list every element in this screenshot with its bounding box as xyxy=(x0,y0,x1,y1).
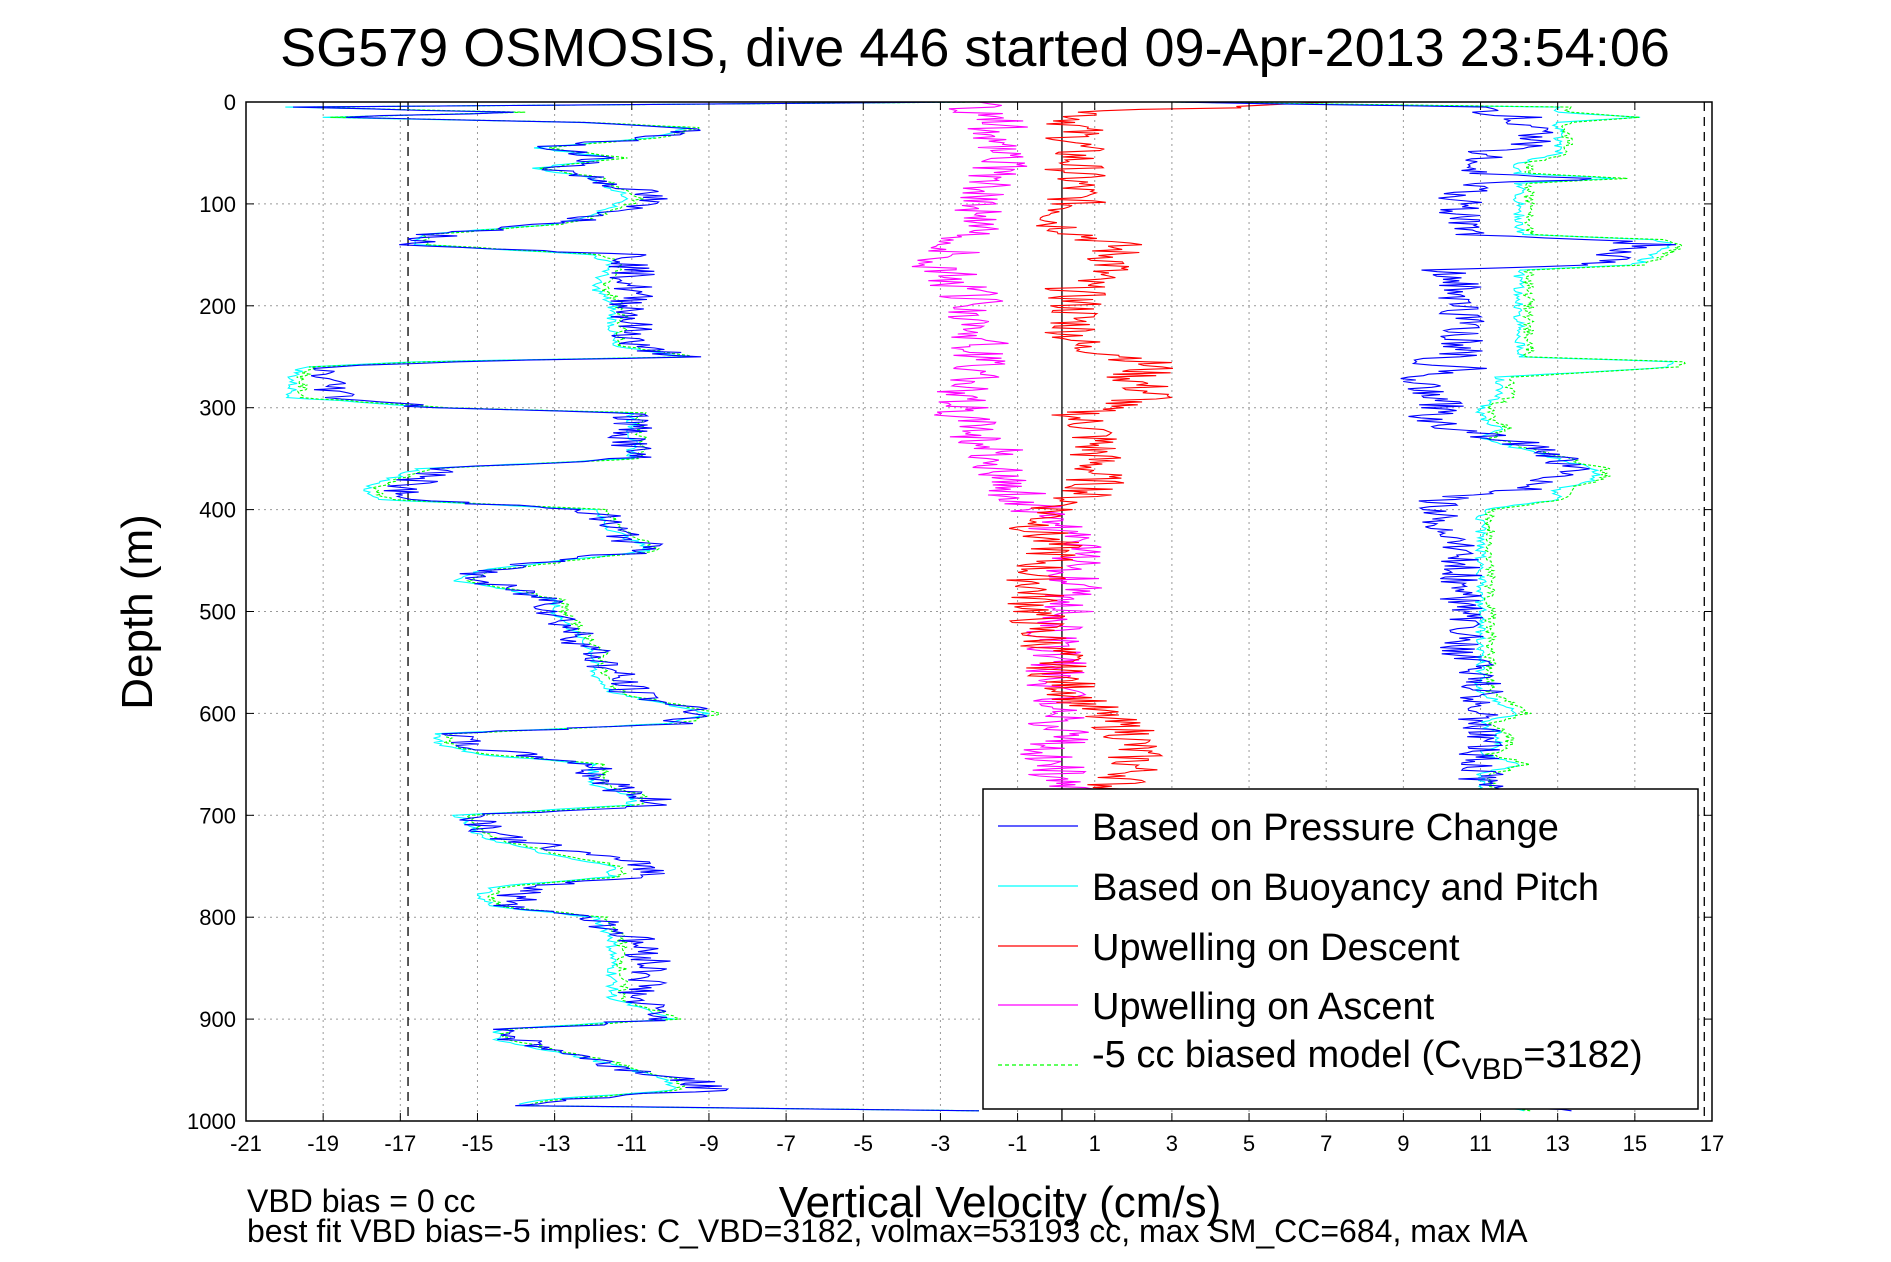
legend-label-pressure: Based on Pressure Change xyxy=(1092,807,1559,849)
legend-label-upwelling-descent: Upwelling on Descent xyxy=(1092,927,1460,969)
x-tick-label: 7 xyxy=(1320,1131,1332,1156)
y-tick-label: 400 xyxy=(199,498,236,523)
footnote-vbd-bias: VBD bias = 0 cc xyxy=(247,1183,476,1219)
footnote-best-fit: best fit VBD bias=-5 implies: C_VBD=3182… xyxy=(247,1213,1528,1249)
legend-biased-subscript: VBD xyxy=(1462,1053,1524,1086)
legend-label-upwelling-ascent: Upwelling on Ascent xyxy=(1092,986,1435,1028)
x-axis-ticks: -21 -19 -17 -15 -13 -11 -9 -7 -5 -3 -1 1 3 5 7 9 11 13 15 1… xyxy=(230,102,1724,1156)
series-line-pressure_descent xyxy=(292,101,980,1112)
x-tick-label: 9 xyxy=(1397,1131,1409,1156)
x-tick-label: -11 xyxy=(617,1131,647,1156)
y-axis-ticks: 0 100 200 300 400 500 600 700 800 900 1000 xyxy=(187,90,1712,1134)
series-line-descent_model-biased xyxy=(296,101,986,1112)
x-axis-label: Vertical Velocity (cm/s) xyxy=(779,1178,1222,1227)
series-line-upwelling_ascent xyxy=(911,101,1103,806)
series-line-upwelling_descent xyxy=(1006,101,1335,806)
y-tick-label: 300 xyxy=(199,396,236,421)
x-tick-label: -7 xyxy=(776,1131,796,1156)
x-tick-label: -3 xyxy=(931,1131,951,1156)
x-tick-label: 13 xyxy=(1545,1131,1569,1156)
y-axis-label: Depth (m) xyxy=(113,514,162,710)
y-tick-label: 500 xyxy=(199,600,236,625)
y-tick-label: 1000 xyxy=(187,1109,236,1134)
x-tick-label: -5 xyxy=(853,1131,873,1156)
legend-label-buoyancy: Based on Buoyancy and Pitch xyxy=(1092,867,1599,909)
legend: Based on Pressure Change Based on Buoyan… xyxy=(982,788,1699,1110)
x-tick-label: 1 xyxy=(1089,1131,1101,1156)
y-tick-label: 800 xyxy=(199,905,236,930)
x-tick-label: -15 xyxy=(462,1131,494,1156)
legend-biased-suffix: =3182) xyxy=(1523,1034,1642,1076)
x-tick-label: -21 xyxy=(230,1131,262,1156)
x-tick-label: -13 xyxy=(539,1131,571,1156)
y-tick-label: 700 xyxy=(199,803,236,828)
y-tick-label: 100 xyxy=(199,192,236,217)
x-tick-label: 3 xyxy=(1166,1131,1178,1156)
y-tick-label: 0 xyxy=(224,90,236,115)
x-tick-label: -1 xyxy=(1008,1131,1028,1156)
y-tick-label: 900 xyxy=(199,1007,236,1032)
x-tick-label: -9 xyxy=(699,1131,719,1156)
x-tick-label: 5 xyxy=(1243,1131,1255,1156)
x-tick-label: 11 xyxy=(1469,1131,1492,1156)
legend-label-biased-model: -5 cc biased model (CVBD=3182) xyxy=(1092,1034,1643,1086)
chart-title: SG579 OSMOSIS, dive 446 started 09-Apr-2… xyxy=(280,18,1670,78)
y-tick-label: 600 xyxy=(199,701,236,726)
legend-box xyxy=(982,788,1699,1110)
series-line-descent_model xyxy=(285,101,980,1112)
x-tick-label: -17 xyxy=(384,1131,416,1156)
legend-biased-prefix: -5 cc biased model (C xyxy=(1092,1034,1462,1076)
y-tick-label: 200 xyxy=(199,294,236,319)
x-tick-label: -19 xyxy=(307,1131,339,1156)
x-tick-label: 15 xyxy=(1623,1131,1647,1156)
x-tick-label: 17 xyxy=(1700,1131,1724,1156)
